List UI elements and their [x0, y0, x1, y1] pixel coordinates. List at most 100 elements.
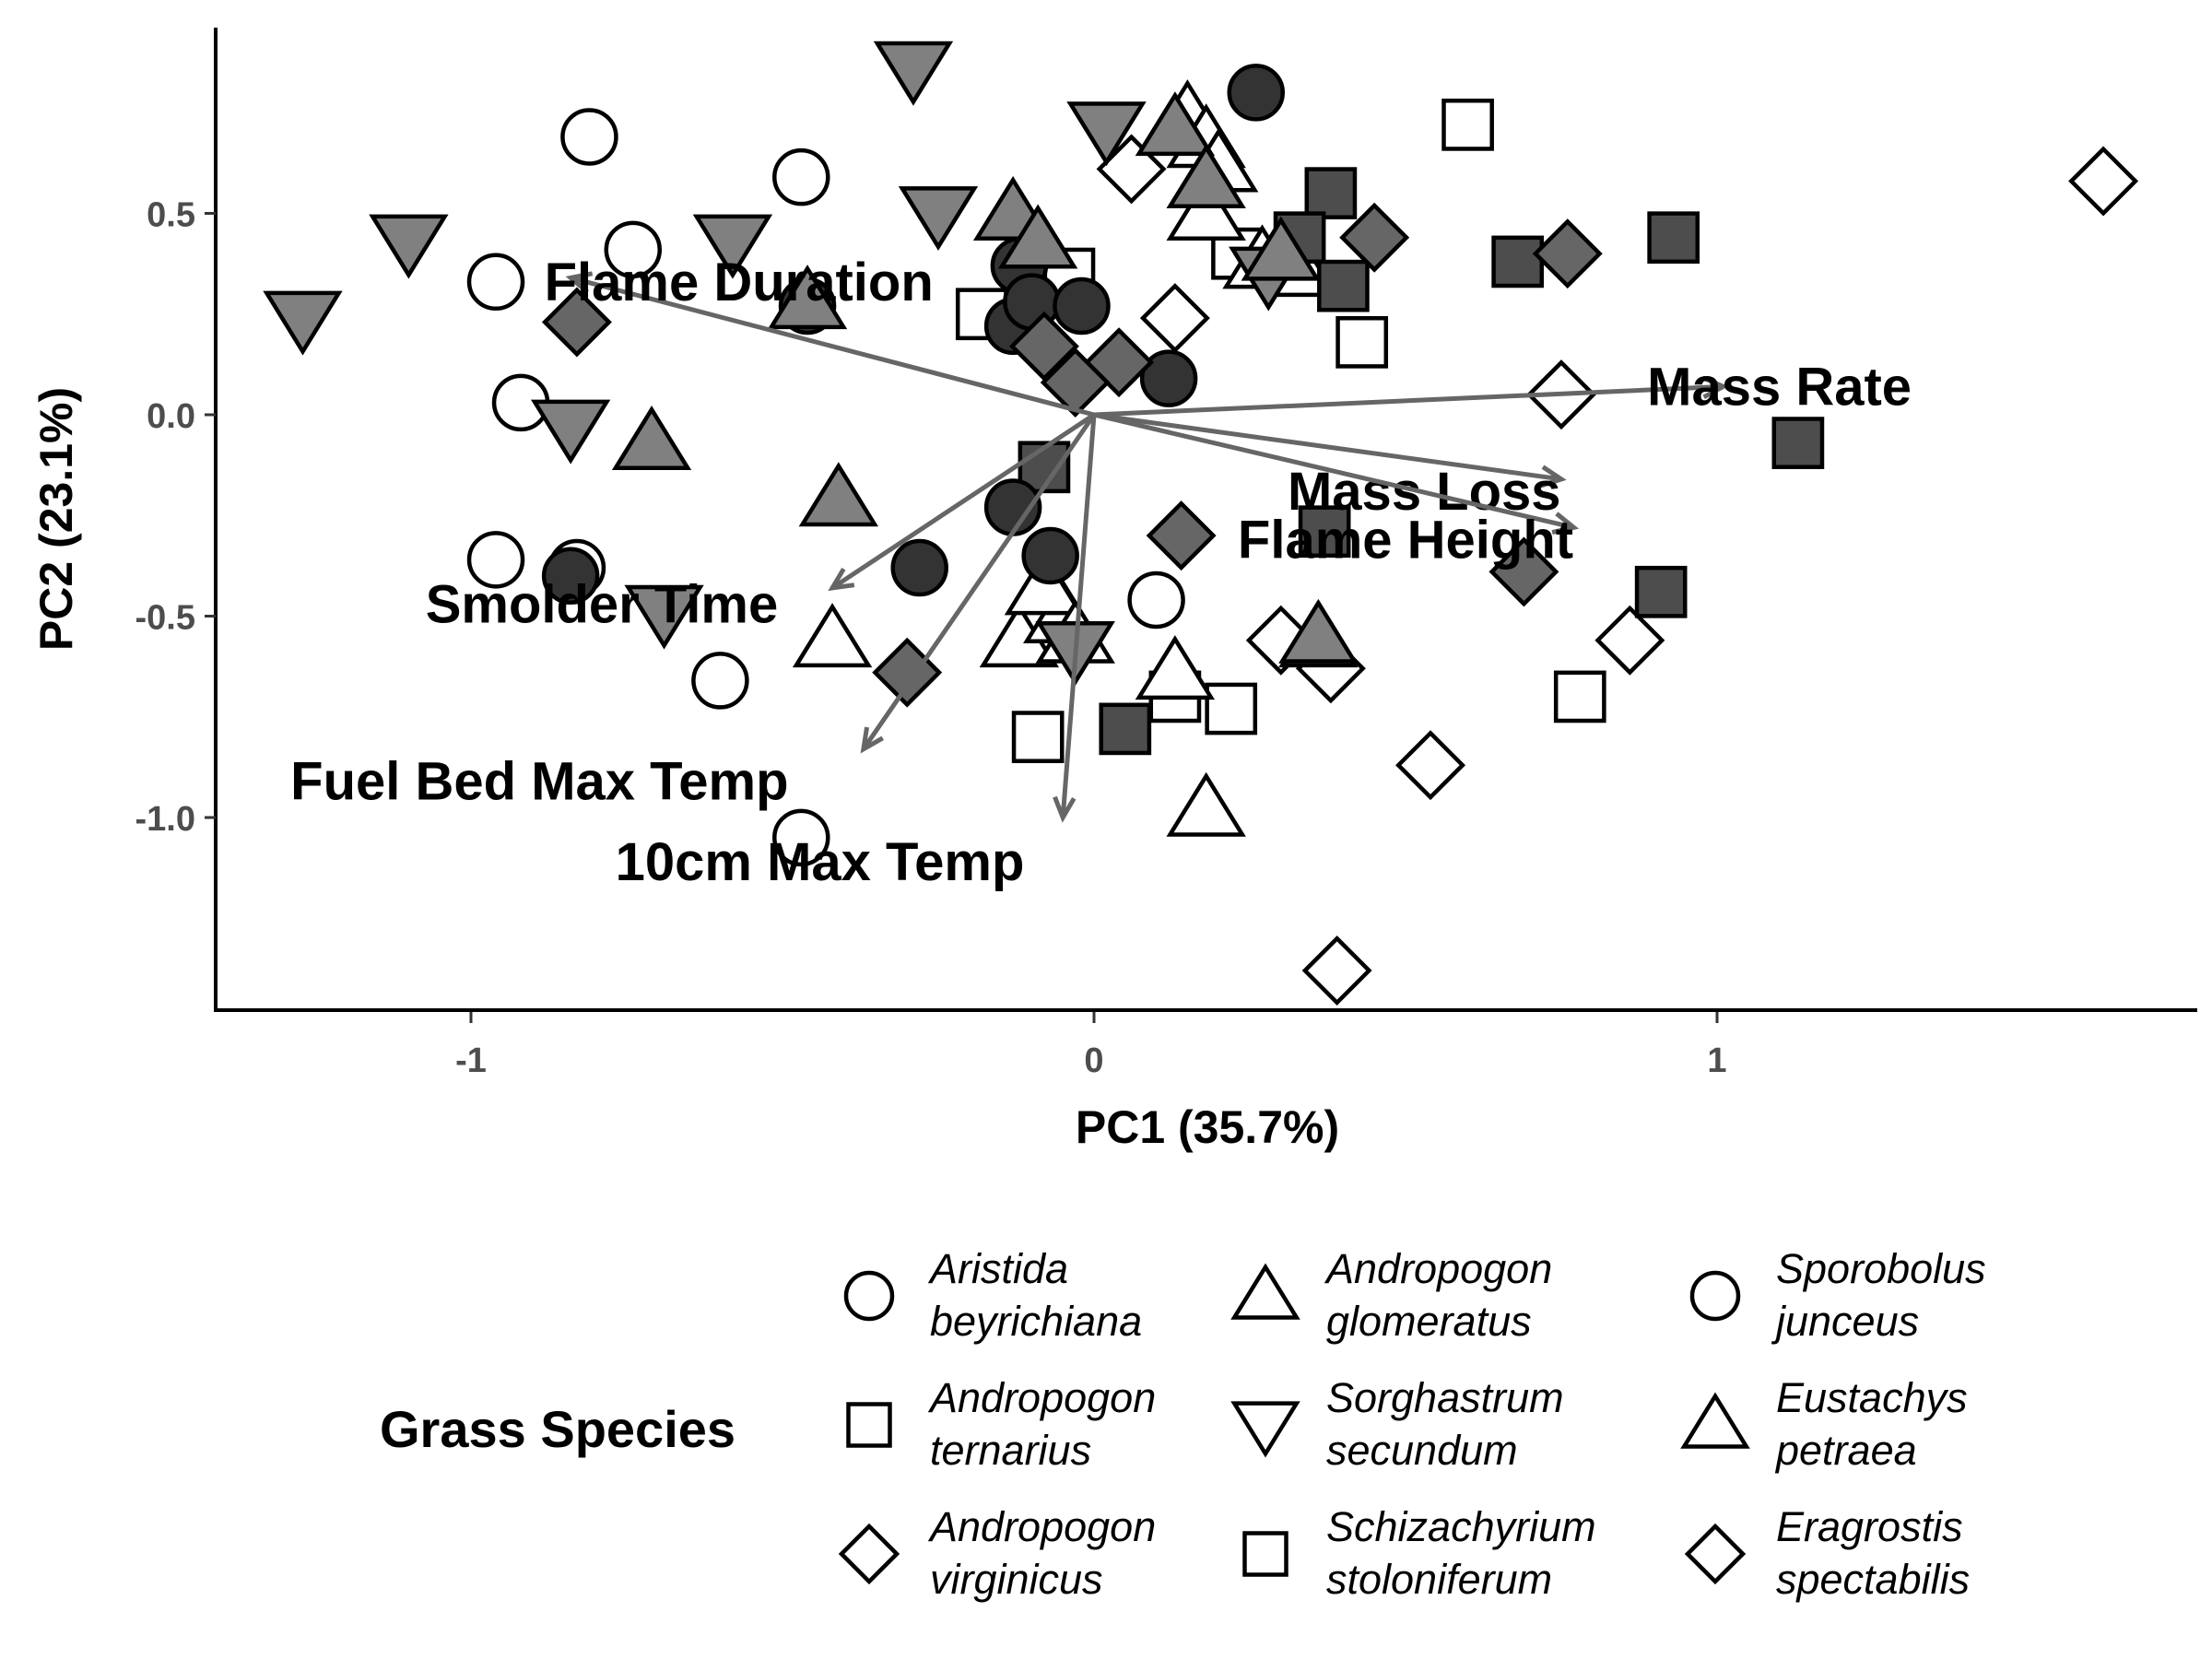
- data-point: [611, 406, 692, 471]
- data-point: [1241, 216, 1321, 281]
- data-point: [1139, 283, 1210, 354]
- x-tick-label: 1: [1707, 1041, 1726, 1080]
- legend-label: Eustachys petraea: [1774, 1374, 1968, 1474]
- x-tick-label: -1: [455, 1041, 487, 1080]
- data-point: [1488, 536, 1559, 607]
- x-axis-title: PC1 (35.7%): [1076, 1101, 1339, 1153]
- data-point: [1099, 702, 1152, 756]
- data-point: [1135, 91, 1216, 157]
- data-point: [541, 547, 600, 606]
- data-point: [1395, 730, 1466, 801]
- data-point: [767, 265, 848, 330]
- loading-label: Fuel Bed Max Temp: [290, 752, 788, 812]
- data-point: [369, 214, 449, 279]
- data-point: [872, 637, 943, 708]
- legend-item-andropogon-glomeratus: Andropogon glomeratus: [1230, 1245, 1552, 1345]
- loading-flame-duration: Flame Duration: [545, 253, 1095, 418]
- data-point: [1146, 500, 1217, 571]
- legend-key-diamond: [838, 1523, 900, 1585]
- data-point: [1304, 167, 1358, 220]
- legend-item-andropogon-ternarius: Andropogon ternarius: [846, 1374, 1156, 1474]
- data-point: [1301, 935, 1372, 1006]
- data-point: [1339, 202, 1410, 273]
- data-point: [1127, 571, 1185, 629]
- data-point: [1227, 64, 1286, 122]
- data-point: [1040, 347, 1111, 418]
- loading-arrow: [1093, 412, 1562, 482]
- loading-arrow: [1093, 412, 1575, 530]
- series-eragrostis-spectabilis: [541, 202, 1603, 708]
- loading-flame-height: Flame Height: [1093, 412, 1580, 570]
- loading-arrowhead: [860, 726, 884, 754]
- data-point: [2068, 146, 2139, 217]
- data-point: [1011, 711, 1065, 763]
- data-point: [530, 399, 611, 465]
- data-point: [1135, 635, 1216, 700]
- data-point: [792, 603, 873, 668]
- data-point: [997, 204, 1078, 269]
- data-point: [1634, 565, 1688, 618]
- loading-arrow: [1093, 383, 1724, 418]
- loading-smolder-time: Smolder Time: [426, 412, 1096, 634]
- data-point: [898, 186, 979, 252]
- data-point: [772, 147, 830, 206]
- loading-arrowhead: [1539, 465, 1567, 488]
- loading-label: 10cm Max Temp: [616, 832, 1025, 892]
- loading-arrowhead: [1053, 795, 1077, 823]
- y-tick-label: -0.5: [135, 599, 195, 638]
- y-tick-label: -1.0: [135, 800, 195, 839]
- scatter-points: [263, 41, 2139, 1006]
- legend-label: Sorghastrum secundum: [1326, 1374, 1564, 1474]
- data-point: [1335, 315, 1389, 369]
- loading-arrowhead: [1551, 512, 1580, 535]
- legend-key-triangle-up: [1230, 1263, 1300, 1320]
- data-point: [263, 290, 343, 356]
- data-point: [1441, 99, 1494, 151]
- data-point: [692, 214, 773, 279]
- series-eustachys-petraea: [611, 91, 1359, 664]
- data-point: [1053, 276, 1111, 335]
- data-point: [560, 108, 618, 166]
- loading-arrowhead: [828, 568, 855, 592]
- data-point: [541, 287, 612, 358]
- loading-label: Mass Rate: [1647, 357, 1912, 417]
- data-point: [1008, 311, 1079, 382]
- y-tick-label: 0.5: [147, 196, 195, 235]
- data-point: [1166, 175, 1246, 241]
- loading-arrow: [570, 276, 1095, 418]
- legend-item-sporobolus-junceus: Sporobolus junceus: [1689, 1245, 1986, 1345]
- legend-item-aristida-beyrichiana: Aristida beyrichiana: [843, 1245, 1142, 1345]
- data-point: [1532, 218, 1603, 289]
- data-point: [691, 652, 749, 710]
- data-point: [798, 462, 879, 527]
- data-point: [1066, 101, 1147, 167]
- data-point: [772, 808, 830, 867]
- data-point: [1647, 211, 1700, 265]
- data-point: [890, 538, 948, 597]
- loading-label: Smolder Time: [426, 574, 779, 634]
- loading-arrowhead: [565, 271, 594, 294]
- axes: [214, 28, 2197, 1012]
- legend-label: Schizachyrium stoloniferum: [1326, 1503, 1596, 1603]
- data-point: [1594, 605, 1665, 676]
- data-point: [1298, 505, 1351, 559]
- data-point: [466, 253, 525, 312]
- data-point: [1771, 417, 1825, 469]
- legend-label: Eragrostis spectabilis: [1776, 1503, 1970, 1603]
- loading-10cm-max-temp: 10cm Max Temp: [616, 414, 1097, 892]
- legend-key-diamond: [1684, 1523, 1747, 1585]
- data-point: [1166, 144, 1246, 208]
- legend-item-eustachys-petraea: Eustachys petraea: [1680, 1374, 1968, 1474]
- data-point: [1205, 682, 1258, 735]
- data-point: [1021, 526, 1079, 585]
- data-point: [1491, 235, 1545, 288]
- loading-label: Flame Height: [1238, 510, 1573, 570]
- data-point: [873, 41, 954, 106]
- legend-label: Andropogon ternarius: [927, 1374, 1156, 1474]
- axis-ticks: -1 0 1 0.5 0.0 -0.5 -1.0: [135, 196, 1727, 1081]
- legend-item-andropogon-virginicus: Andropogon virginicus: [838, 1503, 1156, 1603]
- legend-key-circle: [843, 1270, 895, 1322]
- data-point: [1166, 771, 1246, 837]
- legend-label: Andropogon glomeratus: [1324, 1245, 1552, 1345]
